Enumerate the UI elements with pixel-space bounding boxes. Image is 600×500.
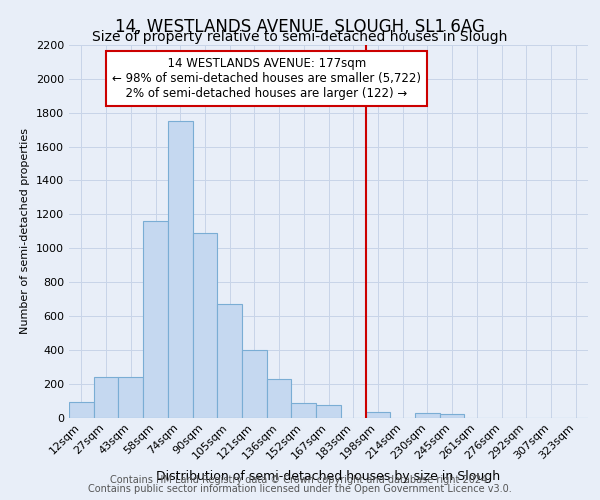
- Bar: [193, 233, 217, 418]
- Text: 14 WESTLANDS AVENUE: 177sqm  
← 98% of semi-detached houses are smaller (5,722)
: 14 WESTLANDS AVENUE: 177sqm ← 98% of sem…: [112, 57, 421, 100]
- X-axis label: Distribution of semi-detached houses by size in Slough: Distribution of semi-detached houses by …: [157, 470, 500, 482]
- Bar: [69, 402, 94, 417]
- Bar: [118, 377, 143, 418]
- Bar: [143, 221, 168, 418]
- Bar: [365, 412, 390, 418]
- Y-axis label: Number of semi-detached properties: Number of semi-detached properties: [20, 128, 31, 334]
- Bar: [217, 304, 242, 418]
- Text: Size of property relative to semi-detached houses in Slough: Size of property relative to semi-detach…: [92, 30, 508, 44]
- Bar: [292, 403, 316, 417]
- Bar: [168, 121, 193, 418]
- Bar: [440, 414, 464, 418]
- Bar: [242, 350, 267, 418]
- Bar: [267, 378, 292, 418]
- Bar: [316, 405, 341, 417]
- Text: Contains public sector information licensed under the Open Government Licence v3: Contains public sector information licen…: [88, 484, 512, 494]
- Text: Contains HM Land Registry data © Crown copyright and database right 2024.: Contains HM Land Registry data © Crown c…: [110, 475, 490, 485]
- Text: 14, WESTLANDS AVENUE, SLOUGH, SL1 6AG: 14, WESTLANDS AVENUE, SLOUGH, SL1 6AG: [115, 18, 485, 36]
- Bar: [415, 414, 440, 418]
- Bar: [94, 377, 118, 418]
